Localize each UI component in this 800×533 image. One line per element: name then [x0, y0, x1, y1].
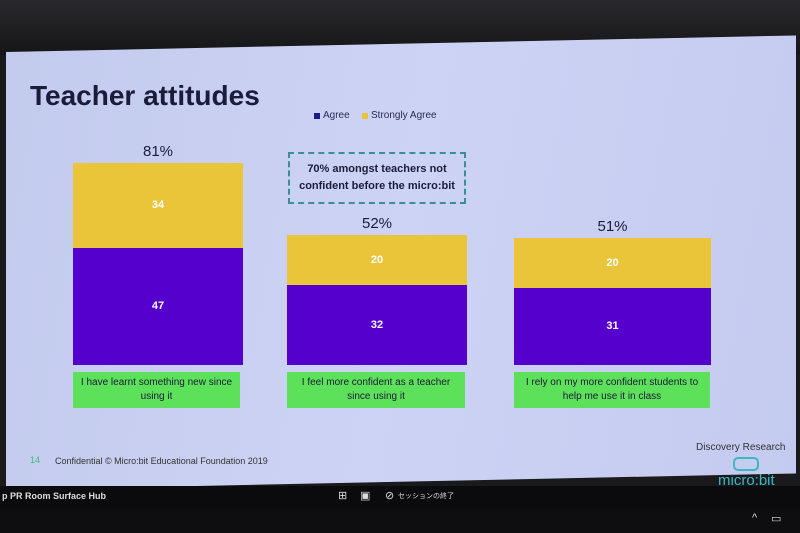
taskbar: p PR Room Surface Hub ⊞ ▣ ⊘ セッションの終了	[0, 486, 800, 508]
bar-agree: 47	[73, 247, 243, 365]
bar-strongly-agree: 34	[73, 162, 243, 248]
footer-text: Confidential © Micro:bit Educational Fou…	[55, 456, 268, 466]
microbit-logo: micro:bit	[718, 457, 775, 489]
microbit-icon	[733, 457, 760, 471]
bar-total-label: 81%	[142, 142, 174, 160]
chevron-up-icon[interactable]: ^	[752, 512, 758, 524]
task-view-icon[interactable]: ▣	[360, 490, 371, 502]
category-label: I feel more confident as a teacher since…	[287, 372, 465, 408]
slide-title: Teacher attitudes	[30, 80, 260, 111]
legend-label: Strongly Agree	[371, 110, 437, 121]
brand-text: Discovery Research	[696, 442, 786, 453]
bar-total-label: 51%	[597, 217, 628, 235]
legend-swatch-agree	[314, 112, 320, 119]
legend-strongly-agree: Strongly Agree	[362, 110, 437, 121]
device-name: p PR Room Surface Hub	[2, 491, 107, 501]
bar-agree: 31	[514, 287, 711, 365]
slide-number: 14	[30, 455, 41, 465]
notification-icon[interactable]: ▭	[771, 513, 782, 525]
logo-text: micro:bit	[718, 472, 775, 489]
legend-label: Agree	[323, 110, 350, 121]
bar-agree: 32	[287, 285, 467, 365]
legend-swatch-strongly-agree	[362, 112, 368, 119]
category-label: I have learnt something new since using …	[73, 372, 240, 408]
callout-box: 70% amongst teachers not confident befor…	[288, 152, 466, 204]
end-session-icon[interactable]: ⊘	[385, 490, 395, 502]
category-label: I rely on my more confident students to …	[514, 372, 710, 408]
windows-icon[interactable]: ⊞	[338, 490, 348, 502]
bottom-bezel: ^ ▭	[0, 508, 800, 533]
legend-agree: Agree	[314, 110, 350, 121]
bar-strongly-agree: 20	[514, 237, 711, 288]
bar-total-label: 52%	[361, 215, 393, 232]
end-session-button[interactable]: セッションの終了	[398, 493, 454, 500]
bar-strongly-agree: 20	[287, 235, 467, 285]
